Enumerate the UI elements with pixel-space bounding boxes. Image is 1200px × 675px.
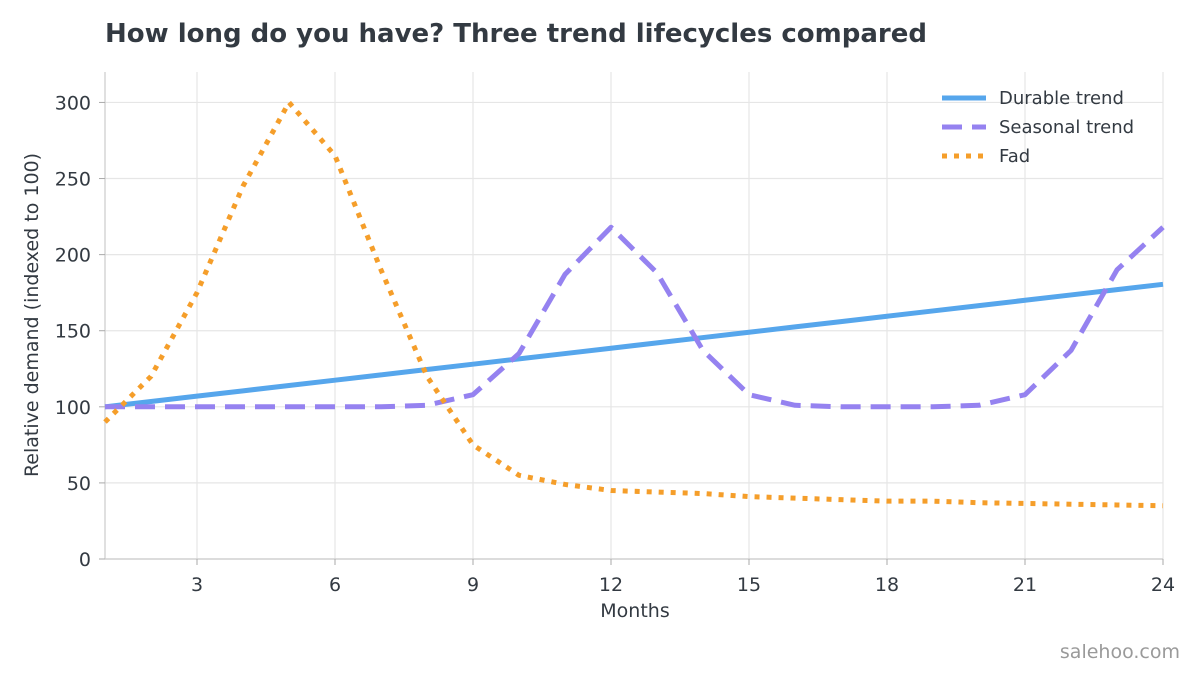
y-tick-label: 200 xyxy=(55,245,91,267)
y-tick-label: 300 xyxy=(55,92,91,114)
legend: Durable trend Seasonal trend Fad xyxy=(942,88,1134,167)
seasonal-trend-legend-label: Seasonal trend xyxy=(999,117,1134,138)
y-tick-label: 0 xyxy=(79,549,91,571)
y-tick-label: 250 xyxy=(55,169,91,191)
x-axis-label: Months xyxy=(600,600,669,622)
x-tick-label: 3 xyxy=(191,574,203,596)
watermark: salehoo.com xyxy=(1060,641,1180,663)
x-tick-label: 12 xyxy=(599,574,623,596)
series-lines xyxy=(103,99,1165,509)
y-tick-label: 100 xyxy=(55,397,91,419)
x-tick-label: 21 xyxy=(1013,574,1037,596)
axes: 0 50 100 150 200 250 300 3 6 9 12 15 18 21 24 xyxy=(55,72,1175,596)
durable-trend-line xyxy=(104,281,1164,410)
x-tick-label: 6 xyxy=(329,574,341,596)
y-tick-label: 150 xyxy=(55,321,91,343)
y-tick-label: 50 xyxy=(67,473,91,495)
x-tick-label: 15 xyxy=(737,574,761,596)
x-tick-label: 18 xyxy=(875,574,899,596)
chart-title: How long do you have? Three trend lifecy… xyxy=(105,19,927,49)
x-tick-label: 9 xyxy=(467,574,479,596)
durable-trend-legend-label: Durable trend xyxy=(999,88,1124,109)
fad-line xyxy=(103,99,1164,509)
fad-legend-label: Fad xyxy=(999,146,1030,167)
y-axis-label: Relative demand (indexed to 100) xyxy=(21,153,43,477)
x-tick-label: 24 xyxy=(1151,574,1175,596)
